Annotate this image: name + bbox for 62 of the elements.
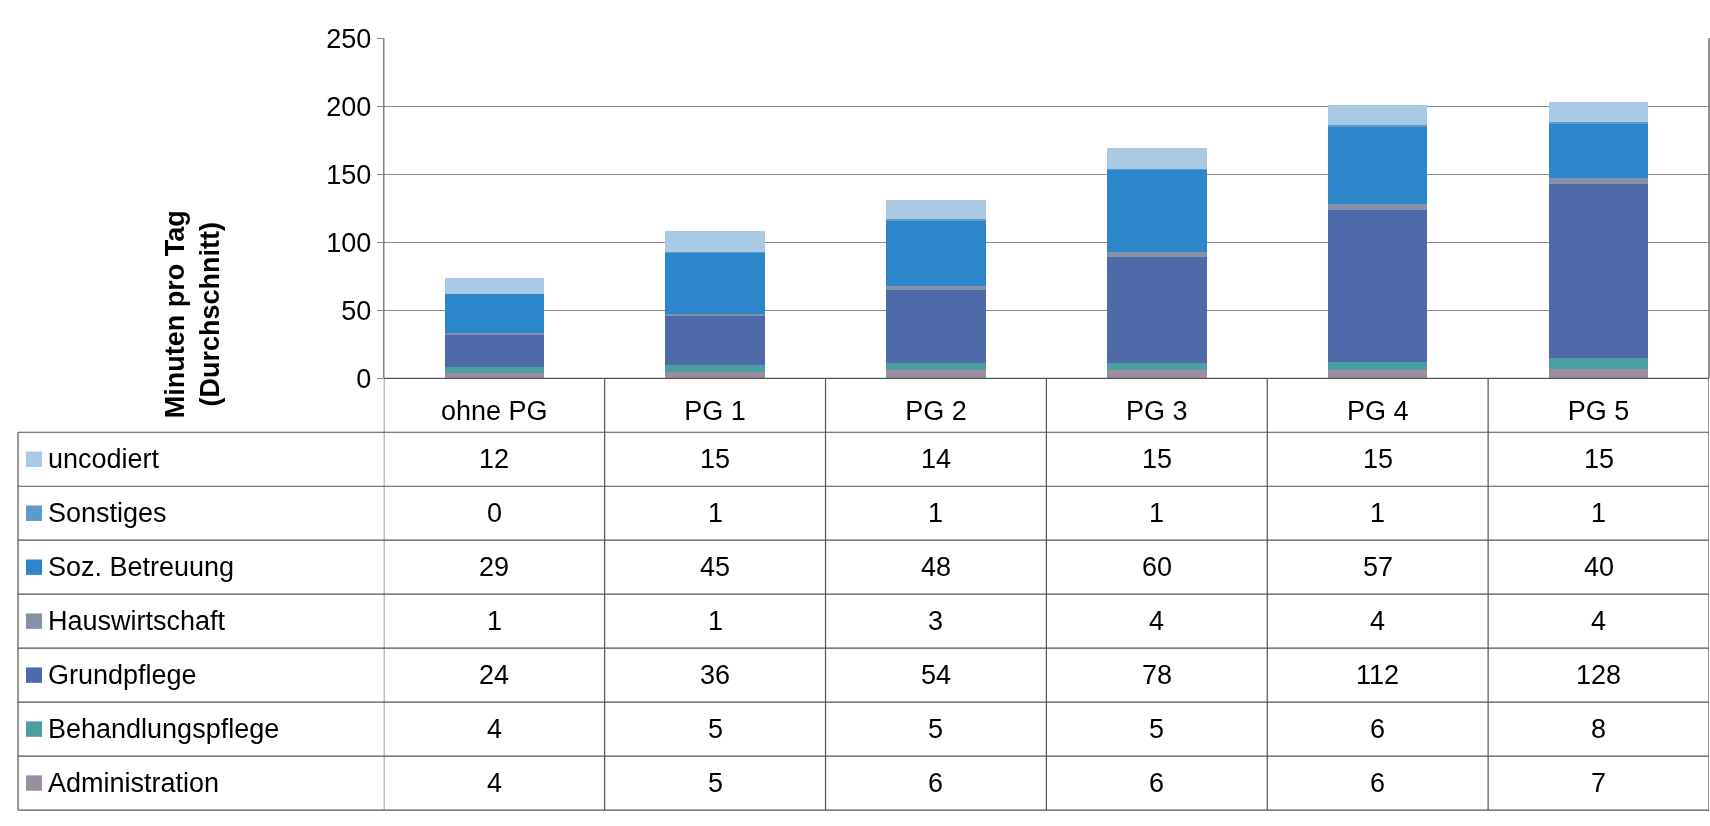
y-tick-label: 200 <box>326 91 372 122</box>
data-label: 6 <box>1149 768 1165 798</box>
data-label: 48 <box>921 552 952 582</box>
data-label: 6 <box>1370 714 1386 744</box>
x-tick-label: PG 2 <box>905 396 967 427</box>
data-label: 4 <box>487 714 503 744</box>
data-label: 112 <box>1356 660 1400 690</box>
y-tick-label: 250 <box>326 23 372 54</box>
y-axis-title: Minuten pro Tag (Durchschnitt) <box>159 210 225 419</box>
y-tick-label: 0 <box>356 363 372 394</box>
data-label: 24 <box>479 660 510 690</box>
data-label: 40 <box>1584 552 1615 582</box>
legend-label: Administration <box>48 768 220 798</box>
data-label: 14 <box>921 444 952 474</box>
data-label: 1 <box>1370 498 1386 528</box>
y-tick-label: 150 <box>326 159 372 190</box>
x-tick-label: ohne PG <box>440 396 548 427</box>
data-label: 1 <box>708 606 724 636</box>
data-label: 45 <box>700 552 731 582</box>
legend-label: Hauswirtschaft <box>48 606 226 636</box>
data-label: 78 <box>1142 660 1173 690</box>
data-label: 5 <box>1149 714 1165 744</box>
data-label: 5 <box>708 768 724 798</box>
data-label: 57 <box>1363 552 1394 582</box>
data-label: 7 <box>1591 768 1607 798</box>
x-tick-label: PG 3 <box>1126 396 1188 427</box>
y-tick-label: 50 <box>341 295 372 326</box>
data-label: 12 <box>479 444 510 474</box>
data-label: 1 <box>928 498 944 528</box>
data-label: 1 <box>1591 498 1607 528</box>
data-label: 15 <box>1363 444 1394 474</box>
data-label: 5 <box>928 714 944 744</box>
data-label: 54 <box>921 660 952 690</box>
legend-label: Soz. Betreuung <box>48 552 235 582</box>
data-label: 15 <box>700 444 731 474</box>
y-tick-label: 100 <box>326 227 372 258</box>
data-label: 1 <box>487 606 503 636</box>
data-label: 29 <box>479 552 510 582</box>
data-label: 15 <box>1584 444 1615 474</box>
data-label: 15 <box>1142 444 1173 474</box>
data-label: 4 <box>487 768 503 798</box>
data-label: 3 <box>928 606 944 636</box>
data-label: 5 <box>708 714 724 744</box>
data-label: 6 <box>928 768 944 798</box>
data-label: 8 <box>1591 714 1607 744</box>
data-label: 0 <box>487 498 503 528</box>
x-tick-label: PG 1 <box>684 396 746 427</box>
x-tick-label: PG 5 <box>1567 396 1630 427</box>
data-label: 1 <box>1149 498 1165 528</box>
data-label: 60 <box>1142 552 1173 582</box>
data-label: 36 <box>700 660 731 690</box>
legend-label: Behandlungspflege <box>48 714 280 744</box>
data-label: 6 <box>1370 768 1386 798</box>
data-label: 128 <box>1576 660 1622 690</box>
data-label: 1 <box>708 498 724 528</box>
x-tick-label: PG 4 <box>1346 396 1409 427</box>
data-label: 4 <box>1591 606 1607 636</box>
data-label: 4 <box>1149 606 1165 636</box>
legend-label: uncodiert <box>48 444 160 474</box>
legend-label: Grundpflege <box>48 660 197 690</box>
legend-label: Sonstiges <box>48 498 167 528</box>
data-label: 4 <box>1370 606 1386 636</box>
